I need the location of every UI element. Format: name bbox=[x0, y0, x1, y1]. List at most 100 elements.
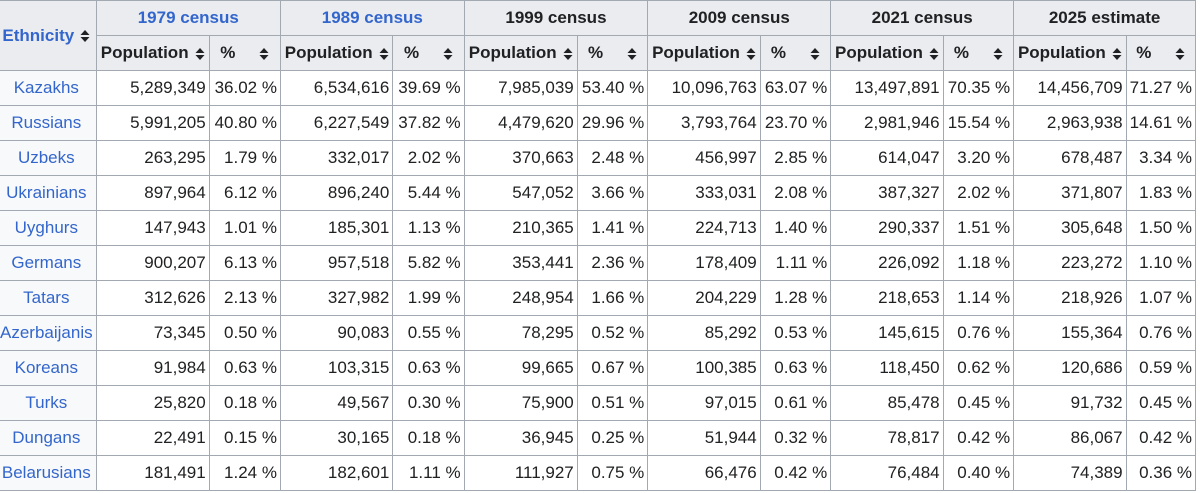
percent-cell: 1.40 % bbox=[759, 210, 832, 246]
census-group-link[interactable]: 1979 census bbox=[137, 8, 239, 27]
ethnicity-header[interactable]: Ethnicity bbox=[0, 0, 97, 71]
percent-header-label: % bbox=[587, 43, 604, 62]
ethnicity-link[interactable]: Uyghurs bbox=[14, 218, 78, 237]
percent-column-header[interactable]: % bbox=[942, 35, 1015, 71]
ethnicity-link[interactable]: Germans bbox=[11, 253, 82, 272]
population-cell: 181,491 bbox=[95, 455, 210, 491]
ethnicity-cell[interactable]: Kazakhs bbox=[0, 70, 97, 106]
population-cell: 85,478 bbox=[830, 385, 944, 421]
sort-icon[interactable] bbox=[80, 30, 90, 43]
population-cell: 332,017 bbox=[279, 140, 394, 176]
ethnicity-cell[interactable]: Belarusians bbox=[0, 455, 97, 491]
table-row: Dungans 22,491 0.15 % 30,165 0.18 % 36,945 0.2… bbox=[0, 420, 1197, 456]
population-cell: 76,484 bbox=[830, 455, 944, 491]
percent-cell: 1.51 % bbox=[942, 210, 1015, 246]
population-cell: 86,067 bbox=[1013, 420, 1127, 456]
ethnicity-cell[interactable]: Uyghurs bbox=[0, 210, 97, 246]
population-cell: 456,997 bbox=[647, 140, 761, 176]
ethnicity-cell[interactable]: Uzbeks bbox=[0, 140, 97, 176]
sort-icon[interactable] bbox=[746, 47, 756, 60]
ethnicity-cell[interactable]: Russians bbox=[0, 105, 97, 141]
percent-column-header[interactable]: % bbox=[576, 35, 649, 71]
ethnicity-link[interactable]: Tatars bbox=[23, 288, 70, 307]
population-header-label: Population bbox=[468, 43, 557, 62]
population-column-header[interactable]: Population bbox=[1013, 35, 1127, 71]
ethnicity-header-label[interactable]: Ethnicity bbox=[2, 25, 75, 45]
census-group-header[interactable]: 1979 census bbox=[95, 0, 281, 36]
percent-cell: 1.11 % bbox=[392, 455, 465, 491]
percent-cell: 1.07 % bbox=[1125, 280, 1197, 316]
sort-icon[interactable] bbox=[929, 47, 939, 60]
population-header-label: Population bbox=[100, 43, 189, 62]
percent-cell: 5.44 % bbox=[392, 175, 465, 211]
ethnicity-cell[interactable]: Dungans bbox=[0, 420, 97, 456]
percent-cell: 3.66 % bbox=[576, 175, 649, 211]
sort-icon[interactable] bbox=[443, 47, 453, 60]
census-group-link[interactable]: 1989 census bbox=[321, 8, 423, 27]
ethnicity-link[interactable]: Azerbaijanis bbox=[0, 323, 93, 342]
percent-cell: 1.66 % bbox=[576, 280, 649, 316]
population-column-header[interactable]: Population bbox=[830, 35, 944, 71]
percent-header-label: % bbox=[403, 43, 420, 62]
table-row: Turks 25,820 0.18 % 49,567 0.30 % 75,900 0.51 … bbox=[0, 385, 1197, 421]
ethnicity-cell[interactable]: Germans bbox=[0, 245, 97, 281]
population-cell: 218,926 bbox=[1013, 280, 1127, 316]
percent-cell: 0.55 % bbox=[392, 315, 465, 351]
sort-icon[interactable] bbox=[627, 47, 637, 60]
percent-column-header[interactable]: % bbox=[392, 35, 465, 71]
population-cell: 182,601 bbox=[279, 455, 394, 491]
census-group-header[interactable]: 1989 census bbox=[279, 0, 465, 36]
sort-icon[interactable] bbox=[563, 47, 573, 60]
percent-column-header[interactable]: % bbox=[1125, 35, 1197, 71]
ethnicity-link[interactable]: Ukrainians bbox=[6, 183, 87, 202]
percent-cell: 0.51 % bbox=[576, 385, 649, 421]
sort-icon[interactable] bbox=[1175, 47, 1185, 60]
ethnicity-cell[interactable]: Azerbaijanis bbox=[0, 315, 97, 351]
census-group-header: 2021 census bbox=[830, 0, 1015, 36]
ethnicity-link[interactable]: Russians bbox=[11, 113, 82, 132]
percent-cell: 14.61 % bbox=[1125, 105, 1197, 141]
sort-icon[interactable] bbox=[379, 47, 389, 60]
percent-cell: 2.85 % bbox=[759, 140, 832, 176]
population-cell: 353,441 bbox=[463, 245, 578, 281]
population-cell: 210,365 bbox=[463, 210, 578, 246]
sort-icon[interactable] bbox=[993, 47, 1003, 60]
population-column-header[interactable]: Population bbox=[279, 35, 394, 71]
ethnicity-cell[interactable]: Tatars bbox=[0, 280, 97, 316]
population-cell: 111,927 bbox=[463, 455, 578, 491]
percent-cell: 1.24 % bbox=[208, 455, 281, 491]
population-cell: 78,817 bbox=[830, 420, 944, 456]
ethnicity-cell[interactable]: Turks bbox=[0, 385, 97, 421]
ethnicity-cell[interactable]: Koreans bbox=[0, 350, 97, 386]
percent-cell: 0.36 % bbox=[1125, 455, 1197, 491]
population-cell: 118,450 bbox=[830, 350, 944, 386]
percent-cell: 0.67 % bbox=[576, 350, 649, 386]
sort-icon[interactable] bbox=[1112, 47, 1122, 60]
percent-column-header[interactable]: % bbox=[208, 35, 281, 71]
percent-cell: 53.40 % bbox=[576, 70, 649, 106]
ethnicity-link[interactable]: Uzbeks bbox=[17, 148, 75, 167]
ethnicity-cell[interactable]: Ukrainians bbox=[0, 175, 97, 211]
percent-cell: 0.63 % bbox=[392, 350, 465, 386]
sort-icon[interactable] bbox=[810, 47, 820, 60]
population-column-header[interactable]: Population bbox=[647, 35, 761, 71]
population-cell: 2,981,946 bbox=[830, 105, 944, 141]
sort-icon[interactable] bbox=[259, 47, 269, 60]
population-cell: 120,686 bbox=[1013, 350, 1127, 386]
population-cell: 85,292 bbox=[647, 315, 761, 351]
percent-cell: 0.25 % bbox=[576, 420, 649, 456]
percent-cell: 1.50 % bbox=[1125, 210, 1197, 246]
ethnicity-link[interactable]: Belarusians bbox=[1, 463, 91, 482]
ethnicity-link[interactable]: Turks bbox=[25, 393, 68, 412]
percent-cell: 0.45 % bbox=[1125, 385, 1197, 421]
population-header-label: Population bbox=[284, 43, 373, 62]
population-column-header[interactable]: Population bbox=[463, 35, 578, 71]
population-column-header[interactable]: Population bbox=[95, 35, 210, 71]
ethnicity-link[interactable]: Kazakhs bbox=[13, 78, 79, 97]
ethnicity-link[interactable]: Koreans bbox=[14, 358, 78, 377]
population-cell: 223,272 bbox=[1013, 245, 1127, 281]
ethnicity-link[interactable]: Dungans bbox=[12, 428, 81, 447]
sort-icon[interactable] bbox=[195, 47, 205, 60]
percent-column-header[interactable]: % bbox=[759, 35, 832, 71]
